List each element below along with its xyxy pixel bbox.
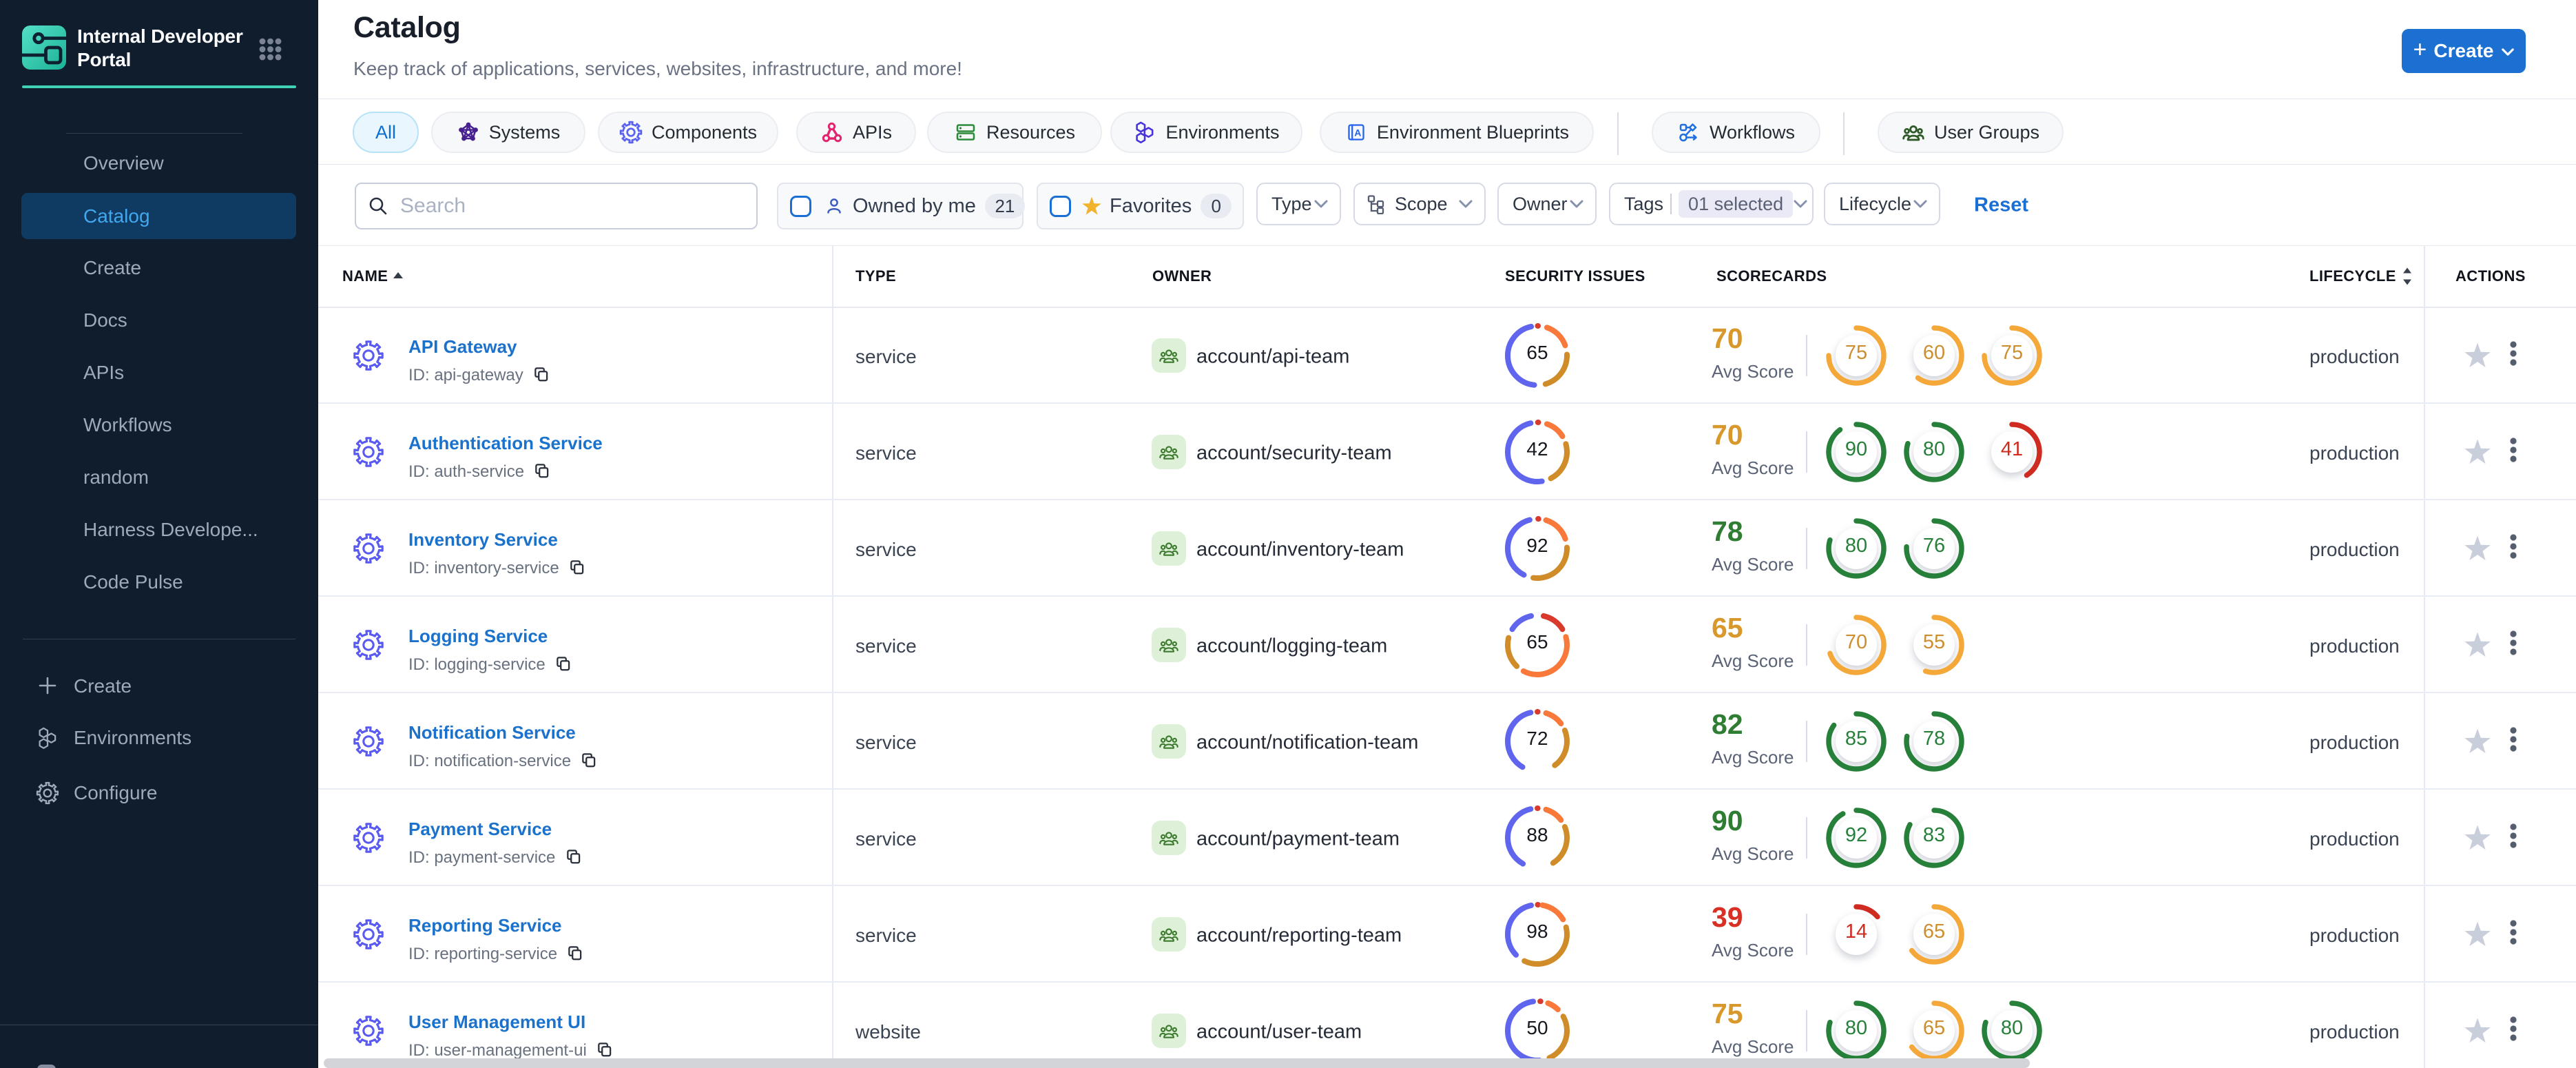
svg-text:A: A <box>1354 127 1361 138</box>
